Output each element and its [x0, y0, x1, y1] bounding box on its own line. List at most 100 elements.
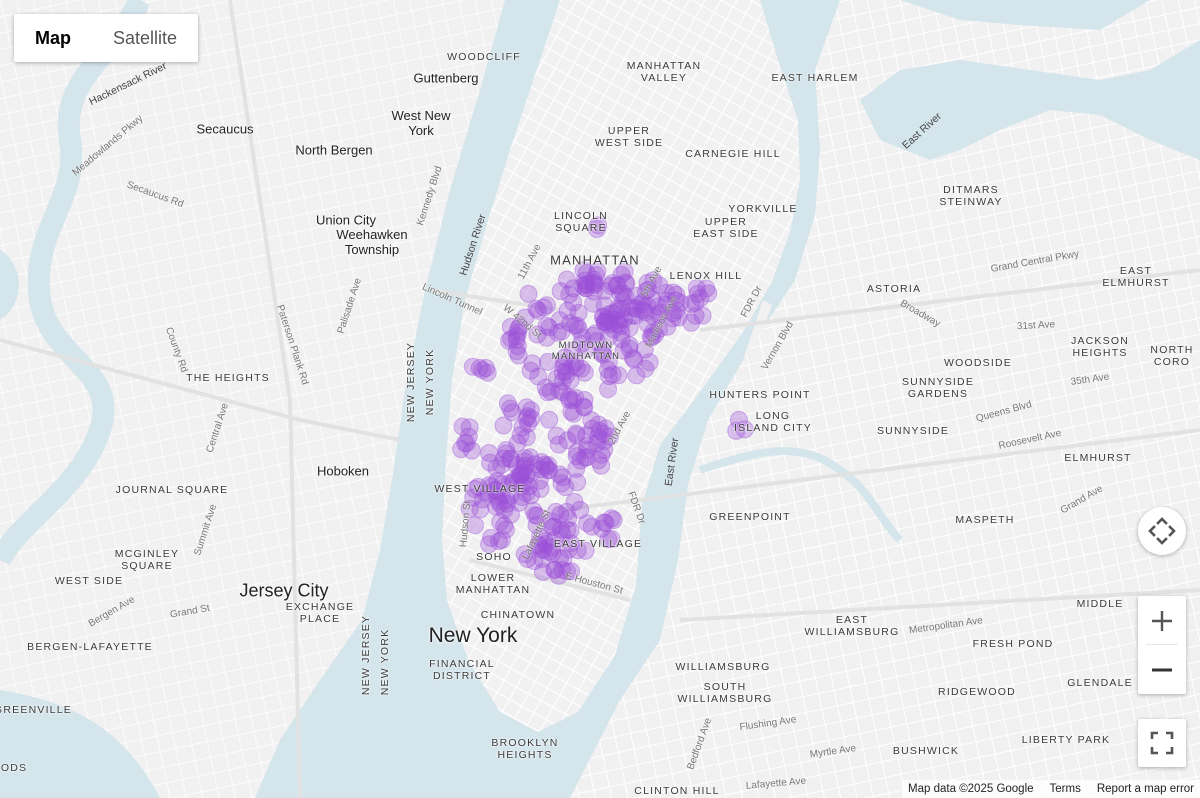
data-point-marker[interactable]	[502, 505, 520, 524]
data-point-marker[interactable]	[509, 323, 527, 342]
data-point-marker[interactable]	[553, 372, 572, 391]
data-point-marker[interactable]	[543, 517, 562, 536]
data-point-marker[interactable]	[554, 549, 573, 568]
data-point-marker[interactable]	[607, 276, 626, 295]
data-point-marker[interactable]	[637, 282, 655, 301]
data-point-marker[interactable]	[550, 311, 569, 330]
data-point-marker[interactable]	[658, 291, 677, 310]
data-point-marker[interactable]	[575, 391, 594, 409]
data-point-marker[interactable]	[592, 456, 611, 475]
data-point-marker[interactable]	[509, 346, 528, 365]
data-point-marker[interactable]	[600, 312, 618, 331]
data-point-marker[interactable]	[535, 455, 554, 474]
data-point-marker[interactable]	[691, 289, 710, 308]
data-point-marker[interactable]	[595, 440, 614, 459]
data-point-marker[interactable]	[599, 328, 618, 347]
data-point-marker[interactable]	[574, 397, 593, 416]
data-point-marker[interactable]	[682, 313, 701, 332]
data-point-marker[interactable]	[584, 294, 603, 313]
data-point-marker[interactable]	[589, 451, 608, 470]
data-point-marker[interactable]	[644, 307, 663, 326]
data-point-marker[interactable]	[635, 340, 654, 359]
data-point-marker[interactable]	[620, 298, 639, 317]
data-point-marker[interactable]	[595, 513, 613, 532]
data-point-marker[interactable]	[505, 471, 524, 490]
data-point-marker[interactable]	[463, 357, 482, 376]
zoom-out-button[interactable]	[1138, 645, 1186, 694]
data-point-marker[interactable]	[557, 502, 576, 521]
data-point-marker[interactable]	[532, 460, 551, 479]
data-point-marker[interactable]	[540, 410, 559, 429]
data-point-marker[interactable]	[568, 442, 586, 461]
data-point-marker[interactable]	[488, 472, 507, 490]
data-point-marker[interactable]	[519, 414, 538, 433]
data-point-marker[interactable]	[538, 383, 557, 402]
data-point-marker[interactable]	[649, 297, 668, 316]
data-point-marker[interactable]	[595, 312, 614, 331]
data-point-marker[interactable]	[595, 312, 614, 331]
data-point-marker[interactable]	[656, 295, 675, 314]
data-point-marker[interactable]	[587, 332, 606, 351]
data-point-marker[interactable]	[667, 285, 686, 304]
data-point-marker[interactable]	[503, 403, 522, 422]
data-point-marker[interactable]	[517, 466, 536, 485]
data-point-marker[interactable]	[594, 345, 613, 364]
data-point-marker[interactable]	[559, 509, 578, 528]
data-point-marker[interactable]	[623, 306, 641, 325]
data-point-marker[interactable]	[590, 421, 609, 440]
data-point-marker[interactable]	[578, 440, 597, 459]
data-point-marker[interactable]	[613, 292, 632, 311]
data-point-marker[interactable]	[586, 324, 605, 343]
data-point-marker[interactable]	[574, 276, 593, 295]
data-point-marker[interactable]	[557, 365, 576, 384]
data-point-marker[interactable]	[491, 513, 510, 531]
data-point-marker[interactable]	[636, 359, 655, 378]
data-point-marker[interactable]	[667, 291, 685, 310]
data-point-marker[interactable]	[633, 292, 652, 311]
data-point-marker[interactable]	[560, 285, 579, 304]
data-point-marker[interactable]	[583, 419, 602, 438]
data-point-marker[interactable]	[616, 287, 635, 306]
data-point-marker[interactable]	[547, 426, 566, 445]
data-point-marker[interactable]	[500, 331, 518, 350]
data-point-marker[interactable]	[528, 325, 547, 344]
data-point-marker[interactable]	[549, 435, 568, 454]
data-point-marker[interactable]	[573, 328, 592, 347]
data-point-marker[interactable]	[501, 449, 520, 468]
data-point-marker[interactable]	[587, 266, 605, 285]
data-point-marker[interactable]	[453, 417, 472, 436]
data-point-marker[interactable]	[600, 367, 619, 386]
data-point-marker[interactable]	[667, 301, 686, 320]
data-point-marker[interactable]	[478, 363, 497, 382]
data-point-marker[interactable]	[563, 391, 582, 410]
data-point-marker[interactable]	[589, 428, 608, 446]
data-point-marker[interactable]	[527, 516, 546, 534]
data-point-marker[interactable]	[543, 544, 562, 563]
data-point-marker[interactable]	[534, 298, 553, 317]
data-point-marker[interactable]	[529, 301, 548, 320]
data-point-marker[interactable]	[503, 474, 522, 493]
data-point-marker[interactable]	[558, 562, 576, 581]
data-point-marker[interactable]	[561, 371, 580, 390]
data-point-marker[interactable]	[577, 426, 596, 445]
data-point-marker[interactable]	[569, 320, 588, 339]
data-point-marker[interactable]	[470, 359, 489, 377]
data-point-marker[interactable]	[626, 306, 645, 325]
data-point-marker[interactable]	[588, 262, 607, 281]
data-point-marker[interactable]	[459, 427, 478, 446]
data-point-marker[interactable]	[657, 283, 676, 302]
data-point-marker[interactable]	[577, 340, 596, 359]
data-point-marker[interactable]	[560, 388, 578, 407]
data-point-marker[interactable]	[552, 322, 571, 341]
data-point-marker[interactable]	[550, 465, 569, 484]
data-point-marker[interactable]	[592, 519, 611, 538]
data-point-marker[interactable]	[538, 352, 557, 371]
data-point-marker[interactable]	[533, 563, 552, 581]
data-point-marker[interactable]	[578, 436, 597, 455]
data-point-marker[interactable]	[551, 505, 570, 524]
data-point-marker[interactable]	[558, 301, 577, 320]
data-point-marker[interactable]	[587, 434, 606, 453]
data-point-marker[interactable]	[544, 517, 563, 536]
data-point-marker[interactable]	[559, 540, 578, 559]
data-point-marker[interactable]	[687, 279, 706, 298]
